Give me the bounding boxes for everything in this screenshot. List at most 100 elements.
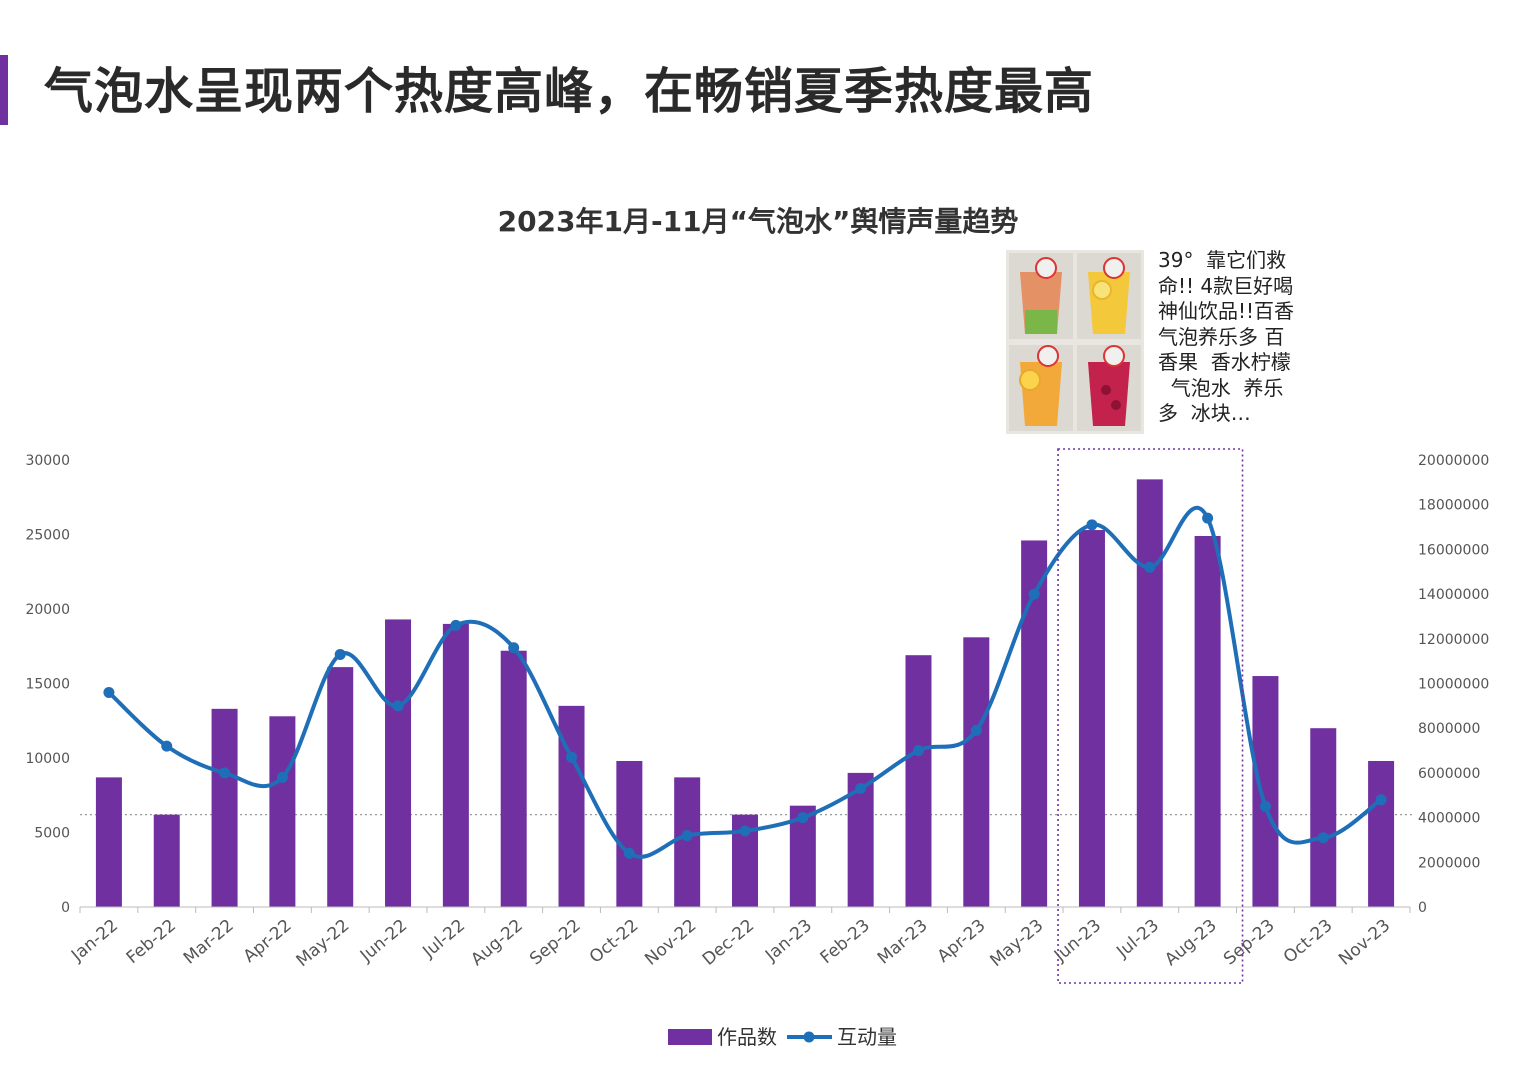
bar [327,667,354,907]
line-point [566,751,578,763]
x-axis-tick-label: Mar-22 [180,916,238,969]
x-axis-tick-label: Feb-22 [123,916,180,969]
x-axis-tick-label: Oct-22 [586,916,643,968]
bar [153,814,180,907]
left-axis-tick-label: 15000 [25,677,70,693]
line-point [508,642,520,654]
bar [500,650,527,907]
bar-series [95,479,1395,907]
legend-label-line: 互动量 [837,1025,897,1049]
line-point [392,700,404,712]
x-axis-tick-label: Jan-22 [67,916,122,967]
right-axis-tick-label: 4000000 [1418,811,1480,827]
x-axis-tick-label: Apr-22 [240,916,296,967]
line-point [1028,588,1040,600]
line-point [970,724,982,736]
left-axis-ticks: 0 5000 10000 15000 20000 25000 30000 [25,453,70,916]
bar [1252,676,1279,907]
line-point [276,771,288,783]
line-point [1317,832,1329,844]
drinks-photo-graphic [1006,250,1144,434]
right-axis-tick-label: 10000000 [1418,677,1489,693]
left-axis-tick-label: 25000 [25,528,70,544]
page-title: 气泡水呈现两个热度高峰，在畅销夏季热度最高 [44,63,1095,120]
x-axis-tick-label: Jul-23 [1112,916,1163,963]
bar [1368,760,1395,907]
line-point [855,783,867,795]
line-point [161,740,173,752]
bar [269,716,296,907]
line-point [681,829,693,841]
x-axis-tick-label: Dec-22 [699,916,758,970]
x-axis-tick-label: Mar-23 [874,916,932,969]
line-path [107,506,1383,859]
bar [616,760,643,907]
line-point [1202,512,1214,524]
right-axis-tick-label: 16000000 [1418,542,1489,558]
right-axis-tick-label: 0 [1418,900,1427,916]
legend-bar-swatch [668,1029,712,1045]
annotation-caption: 39° 靠它们救 命!! 4款巨好喝 神仙饮品!!百香 气泡养乐多 百 香果 香… [1158,248,1295,425]
line-series [103,506,1387,859]
bar [905,655,932,907]
line-point [797,812,809,824]
x-axis-tick-label: Sep-22 [526,916,585,970]
x-axis-tick-label: Sep-23 [1220,916,1279,970]
x-axis-tick-label: Feb-23 [817,916,874,969]
x-axis-tick-label: Jun-22 [356,916,411,967]
left-axis-tick-label: 30000 [25,453,70,469]
line-point [912,745,924,757]
x-axis-tick-label: Nov-22 [641,916,700,970]
left-axis-tick-label: 5000 [34,826,70,842]
legend: 作品数 互动量 [668,1025,897,1049]
legend-line-marker [803,1031,815,1043]
chart-title: 2023年1月-11月“气泡水”舆情声量趋势 [497,205,1019,238]
highlight-box [1057,448,1244,984]
bar [1310,728,1337,907]
bar [1194,535,1221,907]
x-axis-tick-label: Oct-23 [1280,916,1337,968]
line-point [1375,794,1387,806]
bar [1136,479,1163,907]
right-axis-tick-label: 18000000 [1418,498,1489,514]
line-point [334,648,346,660]
x-axis-tick-label: Jul-22 [418,916,469,963]
x-axis-tick-label: Apr-23 [934,916,990,967]
bar [1021,540,1048,907]
x-axis-tick-label: Jun-23 [1050,916,1105,967]
bar [211,708,238,907]
bar [963,637,990,907]
bar [95,777,122,907]
x-axis-tick-label: May-22 [293,916,354,972]
highlight-dashed-box [1057,448,1244,984]
bar [385,619,412,907]
right-axis-tick-label: 6000000 [1418,766,1480,782]
x-axis-tick-label: Aug-23 [1161,916,1221,971]
right-axis-tick-label: 2000000 [1418,855,1480,871]
bar [1078,530,1105,907]
left-axis-tick-label: 20000 [25,602,70,618]
x-axis-tick-label: Nov-23 [1335,916,1394,970]
right-axis-tick-label: 14000000 [1418,587,1489,603]
line-point [103,686,115,698]
right-axis-ticks: 0 2000000 4000000 6000000 8000000 10000000 120… [1418,453,1489,916]
right-axis-tick-label: 20000000 [1418,453,1489,469]
right-axis-tick-label: 8000000 [1418,721,1480,737]
bar [442,623,469,907]
x-axis-tick-label: Aug-22 [467,916,527,971]
right-axis-tick-label: 12000000 [1418,632,1489,648]
left-axis-tick-label: 10000 [25,751,70,767]
line-point [1086,519,1098,531]
legend-label-bar: 作品数 [717,1025,777,1049]
line-point [623,847,635,859]
x-axis-tick-label: Jan-23 [761,916,816,967]
left-axis-tick-label: 0 [61,900,70,916]
line-point [739,825,751,837]
drinks-thumbnail-image [1006,250,1144,434]
title-accent-bar [0,55,8,125]
line-point [1259,800,1271,812]
line-point [1144,561,1156,573]
x-axis-tick-label: May-23 [987,916,1048,972]
